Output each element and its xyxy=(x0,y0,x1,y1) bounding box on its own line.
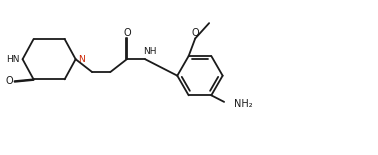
Text: O: O xyxy=(123,28,131,38)
Text: O: O xyxy=(6,76,14,86)
Text: HN: HN xyxy=(6,55,20,64)
Text: NH₂: NH₂ xyxy=(234,99,253,109)
Text: O: O xyxy=(191,28,199,38)
Text: N: N xyxy=(78,55,85,64)
Text: NH: NH xyxy=(143,47,156,56)
